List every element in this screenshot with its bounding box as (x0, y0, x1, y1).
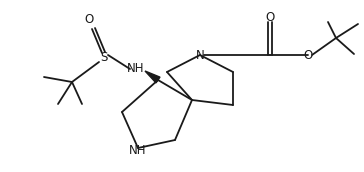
Text: O: O (84, 13, 94, 25)
Text: O: O (265, 10, 274, 24)
Text: N: N (195, 49, 204, 62)
Text: NH: NH (129, 143, 147, 157)
Text: O: O (303, 49, 313, 62)
Polygon shape (145, 71, 160, 83)
Text: NH: NH (127, 62, 145, 74)
Text: S: S (100, 51, 108, 63)
